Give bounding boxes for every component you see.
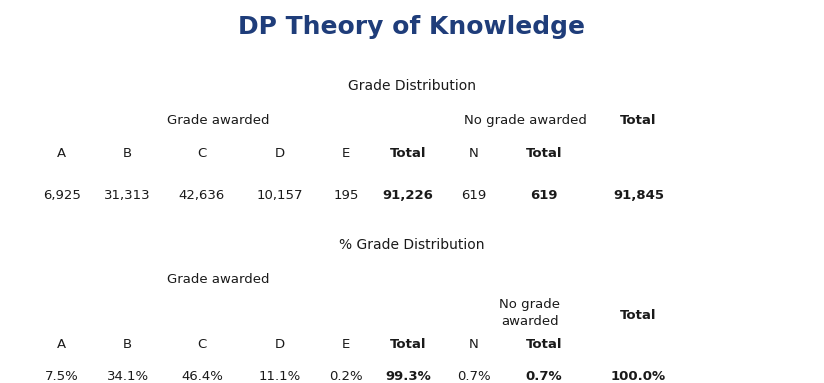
- Text: 6,925: 6,925: [43, 189, 81, 202]
- Text: 34.1%: 34.1%: [106, 370, 149, 383]
- Text: C: C: [197, 338, 207, 351]
- Text: 7.5%: 7.5%: [45, 370, 78, 383]
- Text: Grade awarded: Grade awarded: [167, 273, 269, 286]
- Text: Total: Total: [620, 114, 657, 127]
- Text: D: D: [275, 147, 285, 160]
- Text: 11.1%: 11.1%: [259, 370, 302, 383]
- Text: Total: Total: [526, 147, 562, 160]
- Text: D: D: [275, 338, 285, 351]
- Text: 0.7%: 0.7%: [457, 370, 490, 383]
- Text: Total: Total: [390, 338, 426, 351]
- Text: 91,226: 91,226: [382, 189, 433, 202]
- Text: No grade awarded: No grade awarded: [464, 114, 588, 127]
- Text: % Grade Distribution: % Grade Distribution: [339, 238, 485, 252]
- Text: awarded: awarded: [501, 315, 559, 328]
- Text: 10,157: 10,157: [257, 189, 303, 202]
- Text: Total: Total: [390, 147, 426, 160]
- Text: A: A: [57, 147, 67, 160]
- Text: 195: 195: [334, 189, 358, 202]
- Text: Grade awarded: Grade awarded: [167, 114, 269, 127]
- Text: 42,636: 42,636: [179, 189, 225, 202]
- Text: Total: Total: [620, 309, 657, 322]
- Text: A: A: [57, 338, 67, 351]
- Text: 31,313: 31,313: [105, 189, 151, 202]
- Text: 46.4%: 46.4%: [181, 370, 222, 383]
- Text: 100.0%: 100.0%: [611, 370, 666, 383]
- Text: Total: Total: [526, 338, 562, 351]
- Text: 99.3%: 99.3%: [385, 370, 431, 383]
- Text: N: N: [469, 147, 479, 160]
- Text: 619: 619: [530, 189, 558, 202]
- Text: E: E: [342, 338, 350, 351]
- Text: B: B: [123, 338, 133, 351]
- Text: C: C: [197, 147, 207, 160]
- Text: DP Theory of Knowledge: DP Theory of Knowledge: [238, 15, 586, 39]
- Text: B: B: [123, 147, 133, 160]
- Text: 619: 619: [461, 189, 486, 202]
- Text: 0.2%: 0.2%: [330, 370, 363, 383]
- Text: Grade Distribution: Grade Distribution: [348, 79, 476, 93]
- Text: 0.7%: 0.7%: [526, 370, 562, 383]
- Text: No grade: No grade: [499, 298, 560, 311]
- Text: N: N: [469, 338, 479, 351]
- Text: 91,845: 91,845: [613, 189, 664, 202]
- Text: E: E: [342, 147, 350, 160]
